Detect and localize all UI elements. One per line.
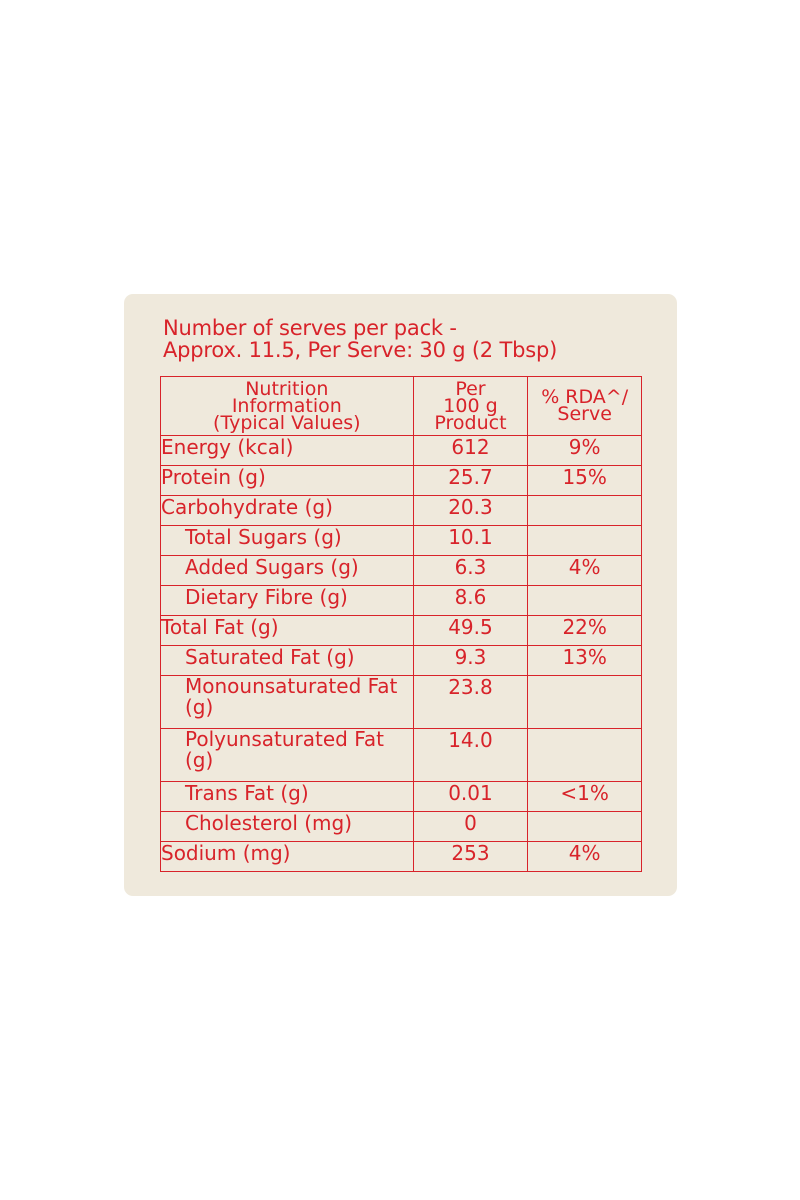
header-text: Information (231, 394, 342, 417)
rda-value: 4% (527, 555, 642, 586)
rda-value (527, 585, 642, 616)
column-header-per-100g: Per 100 g Product (412, 376, 529, 436)
nutrient-label: Dietary Fibre (g) (160, 585, 414, 616)
nutrient-label: Carbohydrate (g) (160, 495, 414, 526)
rda-value: <1% (527, 781, 642, 812)
table-row: Total Sugars (g) 10.1 (160, 525, 642, 556)
per-100g-value: 14.0 (412, 728, 529, 782)
column-header-nutrient: Nutrition Information (Typical Values) (160, 376, 414, 436)
nutrient-label: Sodium (mg) (160, 841, 414, 872)
table-row: Dietary Fibre (g) 8.6 (160, 585, 642, 616)
header-text: Nutrition (245, 377, 329, 400)
rda-value: 22% (527, 615, 642, 646)
per-100g-value: 49.5 (412, 615, 529, 646)
per-100g-value: 9.3 (412, 645, 529, 676)
header-text: Per (455, 377, 486, 400)
per-100g-value: 612 (412, 435, 529, 466)
header-text: % RDA^/ (541, 386, 629, 408)
per-100g-value: 8.6 (412, 585, 529, 616)
table-row: Sodium (mg) 253 4% (160, 841, 642, 872)
rda-value: 15% (527, 465, 642, 496)
rda-value: 4% (527, 841, 642, 872)
table-row: Added Sugars (g) 6.3 4% (160, 555, 642, 586)
table-row: Saturated Fat (g) 9.3 13% (160, 645, 642, 676)
nutrition-table: Nutrition Information (Typical Values) P… (160, 376, 642, 872)
per-100g-value: 23.8 (412, 675, 529, 729)
per-100g-value: 25.7 (412, 465, 529, 496)
table-header-row: Nutrition Information (Typical Values) P… (160, 376, 642, 436)
nutrient-label: Energy (kcal) (160, 435, 414, 466)
table-row: Monounsaturated Fat (g) 23.8 (160, 675, 642, 729)
per-100g-value: 20.3 (412, 495, 529, 526)
per-100g-value: 253 (412, 841, 529, 872)
rda-value: 13% (527, 645, 642, 676)
rda-value (527, 675, 642, 729)
rda-value: 9% (527, 435, 642, 466)
nutrient-label: Monounsaturated Fat (g) (160, 675, 414, 729)
serving-info: Number of serves per pack - Approx. 11.5… (163, 317, 643, 361)
rda-value (527, 525, 642, 556)
header-text: Serve (557, 403, 612, 425)
nutrient-label: Saturated Fat (g) (160, 645, 414, 676)
nutrient-label: Polyunsaturated Fat (g) (160, 728, 414, 782)
per-100g-value: 0.01 (412, 781, 529, 812)
serves-per-pack: Number of serves per pack - (163, 316, 457, 340)
table-row: Cholesterol (mg) 0 (160, 811, 642, 842)
nutrient-label: Cholesterol (mg) (160, 811, 414, 842)
column-header-rda: % RDA^/ Serve (527, 376, 642, 436)
nutrient-label: Protein (g) (160, 465, 414, 496)
table-row: Total Fat (g) 49.5 22% (160, 615, 642, 646)
per-100g-value: 10.1 (412, 525, 529, 556)
table-row: Energy (kcal) 612 9% (160, 435, 642, 466)
nutrient-label: Total Sugars (g) (160, 525, 414, 556)
per-100g-value: 6.3 (412, 555, 529, 586)
nutrient-label: Added Sugars (g) (160, 555, 414, 586)
per-100g-value: 0 (412, 811, 529, 842)
rda-value (527, 728, 642, 782)
nutrient-label: Trans Fat (g) (160, 781, 414, 812)
nutrient-label: Total Fat (g) (160, 615, 414, 646)
header-text: (Typical Values) (213, 411, 361, 434)
table-row: Carbohydrate (g) 20.3 (160, 495, 642, 526)
header-text: 100 g (443, 394, 498, 417)
rda-value (527, 811, 642, 842)
table-row: Trans Fat (g) 0.01 <1% (160, 781, 642, 812)
table-row: Polyunsaturated Fat (g) 14.0 (160, 728, 642, 782)
header-text: Product (434, 411, 507, 434)
rda-value (527, 495, 642, 526)
per-serve-size: Approx. 11.5, Per Serve: 30 g (2 Tbsp) (163, 338, 558, 362)
table-row: Protein (g) 25.7 15% (160, 465, 642, 496)
